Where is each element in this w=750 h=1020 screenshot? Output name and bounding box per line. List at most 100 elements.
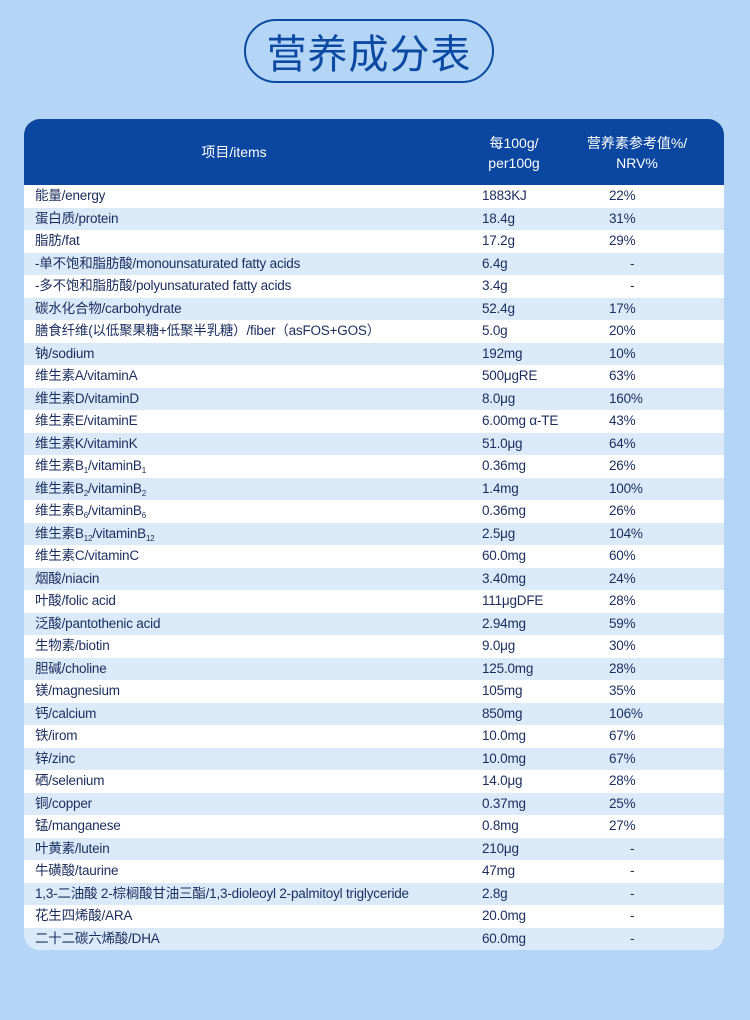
name-text: 镁/magnesium <box>35 683 120 698</box>
table-row: 锰/manganese 0.8mg 27% <box>24 815 724 838</box>
per100g-value: 3.40mg <box>482 570 526 586</box>
nutrient-name: 维生素A/vitaminA <box>35 365 138 388</box>
nutrient-name: 二十二碳六烯酸/DHA <box>35 928 160 951</box>
per100g-value: 18.4g <box>482 210 515 226</box>
header-per100g-line1: 每100g/ <box>489 135 539 151</box>
nutrient-name: 维生素E/vitaminE <box>35 410 138 433</box>
table-row: 叶黄素/lutein 210μg - <box>24 837 724 861</box>
subscript: 2 <box>141 488 146 498</box>
nutrient-name: 钙/calcium <box>35 703 96 726</box>
name-text: 碳水化合物/carbohydrate <box>35 300 182 316</box>
per100g-value: 2.94mg <box>482 615 526 631</box>
header-nrv-line2: NRV% <box>616 155 658 171</box>
table-row: 维生素B6/vitaminB6 0.36mg 26% <box>24 500 724 523</box>
nrv-value: 43% <box>609 413 636 428</box>
per100g-value: 2.8g <box>482 885 508 901</box>
per100g-value: 500μgRE <box>482 368 538 383</box>
page-title-badge: 营养成分表 <box>244 19 494 83</box>
name-text: -单不饱和脂肪酸/monounsaturated fatty acids <box>35 255 301 271</box>
per100g-value: 105mg <box>482 683 523 698</box>
nrv-value: 63% <box>609 368 636 383</box>
per100g-value: 3.4g <box>482 278 508 293</box>
nrv-value: 100% <box>609 480 643 496</box>
nrv-value: 28% <box>609 593 636 608</box>
per100g-value: 10.0mg <box>482 728 526 743</box>
table-row: 蛋白质/protein 18.4g 31% <box>24 207 724 231</box>
per100g-value: 60.0mg <box>482 930 526 946</box>
table-row: 烟酸/niacin 3.40mg 24% <box>24 567 724 590</box>
nutrient-name: -单不饱和脂肪酸/monounsaturated fatty acids <box>35 253 300 276</box>
name-text: 维生素B <box>35 525 84 541</box>
name-text: 锌/zinc <box>35 750 76 766</box>
nrv-value: 24% <box>609 570 636 586</box>
table-row: 脂肪/fat 17.2g 29% <box>24 230 724 253</box>
name-text: 维生素D/vitaminD <box>35 390 139 406</box>
nrv-value: 31% <box>609 210 636 226</box>
nrv-value: 59% <box>609 615 636 631</box>
table-row: 钠/sodium 192mg 10% <box>24 342 724 366</box>
subscript: 2 <box>83 488 88 498</box>
table-row: 维生素K/vitaminK 51.0μg 64% <box>24 432 724 455</box>
name-text: 1,3-二油酸 2-棕榈酸甘油三酯/1,3-dioleoyl 2-palmito… <box>35 885 409 901</box>
nrv-value: 25% <box>609 795 636 811</box>
table-row: 维生素C/vitaminC 60.0mg 60% <box>24 545 724 568</box>
table-row: -单不饱和脂肪酸/monounsaturated fatty acids 6.4g… <box>24 252 724 276</box>
nutrient-name: 维生素B2/vitaminB2 <box>35 478 146 501</box>
nrv-value: 26% <box>609 503 636 518</box>
per100g-value: 192mg <box>482 345 523 361</box>
name-text: 牛磺酸/taurine <box>35 863 119 878</box>
table-row: 二十二碳六烯酸/DHA 60.0mg - <box>24 927 724 951</box>
subscript: 6 <box>83 511 88 520</box>
name-text: 维生素B <box>35 458 84 473</box>
name-text: 叶酸/folic acid <box>35 593 116 608</box>
name-text: 花生四烯酸/ARA <box>35 908 133 923</box>
nutrient-name: 维生素B6/vitaminB6 <box>35 500 146 523</box>
nutrient-name: 胆碱/choline <box>35 658 107 681</box>
table-row: 镁/magnesium 105mg 35% <box>24 680 724 703</box>
nutrient-name: 泛酸/pantothenic acid <box>35 613 160 636</box>
per100g-value: 850mg <box>482 705 523 721</box>
table-row: 维生素A/vitaminA 500μgRE 63% <box>24 365 724 388</box>
nutrient-name: 膳食纤维(以低聚果糖+低聚半乳糖）/fiber（asFOS+GOS） <box>35 320 380 343</box>
name-text: 叶黄素/lutein <box>35 840 110 856</box>
nrv-value: 20% <box>609 323 636 338</box>
table-row: 铜/copper 0.37mg 25% <box>24 792 724 815</box>
nrv-value: 30% <box>609 638 636 653</box>
nutrient-name: 锌/zinc <box>35 748 75 771</box>
table-row: 泛酸/pantothenic acid 2.94mg 59% <box>24 612 724 636</box>
header-nrv-line1: 营养素参考值%/ <box>586 135 688 151</box>
table-row: 1,3-二油酸 2-棕榈酸甘油三酯/1,3-dioleoyl 2-palmito… <box>24 882 724 905</box>
nrv-value: - <box>630 863 635 878</box>
per100g-value: 9.0μg <box>482 638 516 653</box>
name-text: 维生素B <box>35 503 84 518</box>
nrv-value: 67% <box>609 750 636 766</box>
nutrient-name: 叶黄素/lutein <box>35 838 110 861</box>
per100g-value: 10.0mg <box>482 750 526 766</box>
name-text: 维生素C/vitaminC <box>35 548 139 563</box>
per100g-value: 0.36mg <box>482 503 526 518</box>
nutrient-name: 蛋白质/protein <box>35 208 119 231</box>
nutrient-name: 花生四烯酸/ARA <box>35 905 132 928</box>
nutrient-name: 铁/irom <box>35 725 78 748</box>
nutrient-name: 维生素B1/vitaminB1 <box>35 455 146 478</box>
per100g-value: 0.8mg <box>482 818 519 833</box>
per100g-value: 1.4mg <box>482 480 519 496</box>
nrv-value: - <box>630 278 635 293</box>
table-row: 牛磺酸/taurine 47mg - <box>24 860 724 883</box>
name-text: 铁/irom <box>35 728 78 743</box>
nrv-value: 35% <box>609 683 636 698</box>
nutrition-table: 项目/items 每100g/ per100g 营养素参考值%/ NRV% 能量… <box>24 119 724 950</box>
per100g-value: 0.37mg <box>482 795 526 811</box>
nrv-value: 60% <box>609 548 636 563</box>
per100g-value: 6.4g <box>482 255 508 271</box>
name-text: /vitaminB <box>87 480 142 496</box>
per100g-value: 52.4g <box>482 300 515 316</box>
per100g-value: 20.0mg <box>482 908 526 923</box>
name-text: 铜/copper <box>35 795 92 811</box>
nutrient-name: 维生素C/vitaminC <box>35 545 139 568</box>
table-row: 能量/energy 1883KJ 22% <box>24 185 724 208</box>
nutrient-name: 钠/sodium <box>35 343 94 366</box>
name-text: 能量/energy <box>35 188 106 203</box>
name-text: /vitaminB <box>92 525 146 541</box>
per100g-value: 210μg <box>482 840 519 856</box>
